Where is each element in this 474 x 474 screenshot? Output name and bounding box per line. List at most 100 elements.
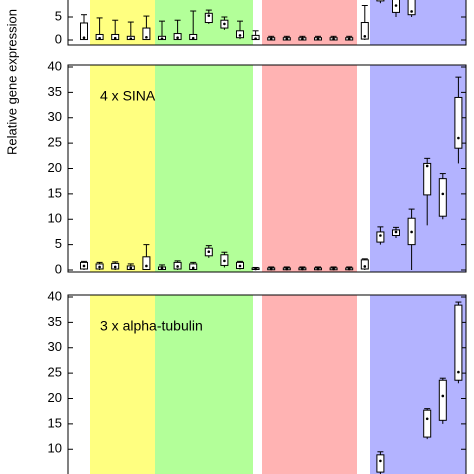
plot-frame bbox=[67, 0, 467, 46]
median bbox=[285, 37, 289, 41]
y-tick-label: 5 bbox=[55, 8, 62, 23]
median bbox=[347, 37, 351, 41]
y-tick-label: 25 bbox=[48, 365, 62, 380]
box bbox=[376, 0, 385, 2]
background-band bbox=[90, 65, 155, 272]
box bbox=[407, 0, 416, 16]
median bbox=[82, 264, 86, 268]
box bbox=[454, 96, 463, 149]
panel-title: 3 x alpha-tubulin bbox=[100, 318, 203, 334]
median bbox=[457, 370, 460, 374]
background-band bbox=[90, 295, 155, 474]
box bbox=[438, 178, 447, 217]
median bbox=[301, 37, 304, 41]
median bbox=[207, 250, 211, 254]
background-band bbox=[155, 0, 253, 45]
box bbox=[423, 409, 432, 438]
median bbox=[98, 36, 101, 40]
median bbox=[347, 267, 351, 271]
median bbox=[160, 37, 164, 40]
box bbox=[423, 162, 432, 196]
median bbox=[379, 234, 382, 237]
median bbox=[301, 267, 304, 271]
median bbox=[394, 230, 398, 234]
background-band bbox=[262, 295, 357, 474]
median bbox=[129, 37, 133, 40]
box bbox=[204, 12, 213, 24]
box bbox=[376, 231, 385, 243]
y-tick-label: 35 bbox=[48, 314, 62, 329]
box bbox=[142, 27, 151, 41]
median bbox=[441, 394, 445, 398]
y-tick-label: 15 bbox=[48, 415, 62, 430]
median bbox=[457, 136, 460, 140]
background-band bbox=[370, 295, 466, 474]
box bbox=[360, 259, 369, 270]
y-tick-label: 35 bbox=[48, 84, 62, 99]
median bbox=[394, 4, 398, 7]
y-tick-label: 15 bbox=[48, 185, 62, 200]
median bbox=[332, 37, 335, 41]
plot-frame bbox=[67, 64, 467, 273]
median bbox=[363, 265, 367, 268]
background-band bbox=[370, 0, 466, 45]
median bbox=[425, 417, 429, 421]
box bbox=[360, 22, 369, 40]
median bbox=[98, 265, 101, 269]
box bbox=[438, 379, 447, 421]
y-tick-label: 10 bbox=[48, 441, 62, 456]
median bbox=[113, 265, 117, 269]
median bbox=[269, 267, 273, 271]
median bbox=[410, 230, 413, 234]
median bbox=[379, 459, 382, 463]
background-band bbox=[262, 65, 357, 272]
y-tick-label: 0 bbox=[55, 261, 62, 276]
median bbox=[129, 266, 133, 270]
median bbox=[238, 34, 242, 37]
background-band bbox=[155, 65, 253, 272]
box bbox=[80, 22, 88, 41]
box bbox=[454, 304, 463, 381]
background-band bbox=[370, 65, 466, 272]
y-tick-label: 25 bbox=[48, 135, 62, 150]
y-tick-label: 20 bbox=[48, 390, 62, 405]
y-tick-label: 40 bbox=[48, 58, 62, 73]
median bbox=[145, 264, 148, 268]
median bbox=[191, 266, 195, 270]
median bbox=[207, 14, 211, 17]
median bbox=[176, 36, 179, 39]
y-tick-label: 5 bbox=[55, 236, 62, 251]
panel-title: 4 x SINA bbox=[100, 88, 156, 104]
median bbox=[191, 36, 195, 40]
median bbox=[254, 267, 257, 271]
median bbox=[441, 192, 445, 196]
median bbox=[145, 35, 148, 39]
median bbox=[269, 37, 273, 41]
median bbox=[425, 164, 429, 168]
box bbox=[142, 256, 151, 270]
y-tick-label: 10 bbox=[48, 211, 62, 226]
median bbox=[223, 22, 226, 26]
background-band bbox=[155, 295, 253, 474]
median bbox=[316, 267, 320, 271]
y-axis-label: Relative gene expression bbox=[4, 9, 19, 155]
median bbox=[113, 36, 117, 40]
box bbox=[376, 454, 385, 473]
median bbox=[410, 10, 413, 13]
median bbox=[363, 35, 367, 38]
median bbox=[176, 265, 179, 268]
median bbox=[332, 267, 335, 271]
median bbox=[160, 267, 164, 270]
median bbox=[82, 36, 86, 39]
plot-frame bbox=[67, 294, 467, 474]
background-band bbox=[262, 0, 357, 45]
median bbox=[285, 267, 289, 271]
median bbox=[238, 264, 242, 268]
median bbox=[223, 259, 226, 263]
median bbox=[254, 37, 257, 40]
y-tick-label: 20 bbox=[48, 160, 62, 175]
median bbox=[316, 37, 320, 41]
y-tick-label: 30 bbox=[48, 109, 62, 124]
y-tick-label: 40 bbox=[48, 288, 62, 303]
